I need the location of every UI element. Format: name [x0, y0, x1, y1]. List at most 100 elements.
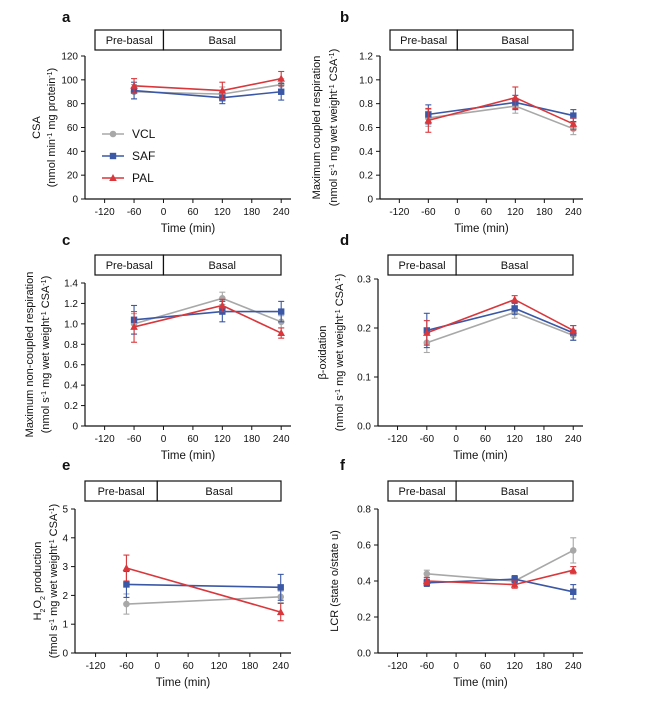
y-tick-label-a-1: 20: [67, 171, 79, 182]
phase-label-prebasal-b: Pre-basal: [400, 35, 447, 47]
marker-vcl-f-2: [569, 547, 577, 554]
marker-pal-d-2: [569, 326, 578, 334]
legend-label-pal: PAL: [132, 171, 154, 185]
y-axis-unit-c-part-3: -1: [41, 311, 48, 317]
x-tick-label-e-4: 120: [211, 661, 228, 672]
x-tick-label-e-6: 240: [272, 661, 289, 672]
y-tick-label-d-0: 0.0: [357, 422, 371, 433]
y-axis-unit-b-part-4: CSA: [328, 58, 340, 84]
y-tick-label-d-1: 0.1: [357, 373, 371, 384]
y-tick-label-a-3: 60: [67, 123, 79, 134]
phase-label-prebasal-e: Pre-basal: [98, 486, 145, 498]
marker-pal-a-1: [218, 86, 227, 94]
y-axis-unit-b-part-1: -1: [329, 164, 336, 170]
y-axis-unit-e-part-3: -1: [49, 539, 56, 545]
y-axis-unit-b-part-2: mg wet weight: [328, 91, 340, 164]
y-tick-label-b-5: 1.0: [359, 75, 373, 86]
y-axis-unit-a-part-3: -1: [47, 71, 54, 77]
phase-label-basal-c: Basal: [208, 260, 236, 272]
panel-label-a: a: [62, 9, 71, 26]
y-tick-label-a-0: 0: [72, 195, 78, 206]
panel-d: d Pre-basal Basal 0.0 0.1 0.2 0.3 -120 -60 0 60 120…: [317, 232, 583, 462]
y-tick-label-b-2: 0.4: [359, 147, 373, 158]
series-line-saf-f: [426, 578, 574, 593]
marker-saf-f-2: [570, 588, 577, 595]
marker-vcl-c-1: [219, 295, 226, 302]
y-axis-unit-a: (nmol min-1 mg protein-1): [46, 68, 58, 187]
series-vcl-f: [423, 537, 577, 586]
marker-pal-legend-2: [109, 174, 117, 181]
y-tick-label-b-4: 0.8: [359, 99, 373, 110]
x-tick-label-a-6: 240: [273, 207, 290, 218]
y-axis-unit-d-part-3: -1: [335, 309, 342, 315]
x-tick-label-e-5: 180: [242, 661, 259, 672]
series-pal-d: [423, 295, 578, 346]
panel-b: b Pre-basal Basal 0 0.2 0.4 0.6 0.8 1.0 1.2 -120 -6…: [311, 9, 583, 235]
x-tick-label-e-0: -120: [86, 661, 106, 672]
y-tick-label-c-7: 1.4: [64, 279, 78, 290]
panel-label-c: c: [62, 232, 70, 249]
y-axis-unit-a-part-1: -1: [47, 133, 54, 139]
y-tick-label-f-0: 0.0: [357, 649, 371, 660]
y-axis-unit-e-part-1: -1: [49, 619, 56, 625]
marker-pal-b-0: [424, 116, 433, 124]
y-axis-unit-e-part-0: (fmol s: [48, 625, 60, 659]
marker-pal-a-0: [130, 81, 138, 89]
marker-pal-f-2: [569, 566, 578, 574]
y-tick-label-f-4: 0.8: [357, 505, 371, 516]
x-tick-label-c-3: 60: [187, 434, 199, 445]
legend-label-vcl: VCL: [132, 127, 156, 141]
phase-box-basal-b: [456, 29, 574, 51]
phase-label-prebasal-f: Pre-basal: [399, 486, 446, 498]
y-axis-unit-c-part-2: mg wet weight: [40, 318, 52, 391]
y-axis-unit-e: (fmol s-1 mg wet weight-1 CSA-1): [48, 504, 60, 658]
y-axis-label-e-part-4: production: [32, 542, 44, 596]
x-tick-label-e-3: 60: [183, 661, 195, 672]
y-tick-label-c-6: 1.2: [64, 299, 78, 310]
legend: VCL SAF PAL: [102, 127, 156, 185]
x-tick-label-b-2: 0: [455, 207, 461, 218]
x-tick-label-c-0: -120: [95, 434, 115, 445]
marker-vcl-e-0: [123, 600, 130, 608]
x-tick-label-d-1: -60: [420, 434, 435, 445]
panel-f: f Pre-basal Basal 0.0 0.2 0.4 0.6 0.8 -120 -60 0 60…: [329, 457, 583, 689]
series-saf-c: [130, 300, 285, 335]
y-axis-unit-d-part-0: (nmol s: [334, 395, 346, 432]
marker-pal-f-0: [423, 577, 431, 584]
marker-pal-d-0: [423, 328, 431, 336]
y-tick-label-e-4: 4: [62, 533, 68, 544]
panel-e: e Pre-basal Basal 0 1 2 3 4 5 -120 -60 0 60 120 180 240…: [32, 457, 291, 689]
series-vcl-e: [123, 590, 285, 615]
series-line-pal-d: [426, 298, 574, 334]
x-tick-label-f-6: 240: [565, 661, 582, 672]
series-pal-b: [424, 86, 578, 133]
y-tick-label-b-1: 0.2: [359, 171, 373, 182]
y-tick-label-c-4: 0.8: [64, 340, 78, 351]
series-saf-e: [123, 570, 284, 601]
y-axis-unit-a-part-2: mg protein: [46, 78, 58, 133]
series-pal-c: [130, 298, 285, 343]
x-tick-label-a-3: 60: [187, 207, 199, 218]
x-tick-label-f-3: 60: [480, 661, 492, 672]
x-tick-label-c-6: 240: [273, 434, 290, 445]
y-axis-unit-a-part-4: ): [46, 68, 58, 72]
x-tick-label-c-5: 180: [243, 434, 260, 445]
x-tick-label-d-0: -120: [388, 434, 408, 445]
x-tick-label-c-4: 120: [214, 434, 231, 445]
x-tick-label-b-6: 240: [565, 207, 582, 218]
series-saf-b: [425, 94, 577, 125]
x-tick-label-b-0: -120: [389, 207, 409, 218]
y-axis-unit-c-part-5: -1: [41, 279, 48, 285]
x-tick-label-b-4: 120: [507, 207, 524, 218]
y-axis-unit-b-part-5: -1: [329, 52, 336, 58]
phase-label-basal-f: Basal: [501, 486, 529, 498]
x-tick-label-b-1: -60: [421, 207, 436, 218]
x-tick-label-a-1: -60: [127, 207, 142, 218]
phase-label-basal-b: Basal: [501, 35, 529, 47]
y-tick-label-d-3: 0.3: [357, 275, 371, 286]
y-tick-label-e-3: 3: [62, 562, 68, 573]
y-axis-unit-c-part-1: -1: [41, 391, 48, 397]
marker-saf-e-0: [123, 581, 130, 588]
panel-label-e: e: [62, 457, 70, 474]
x-tick-label-a-2: 0: [161, 207, 167, 218]
